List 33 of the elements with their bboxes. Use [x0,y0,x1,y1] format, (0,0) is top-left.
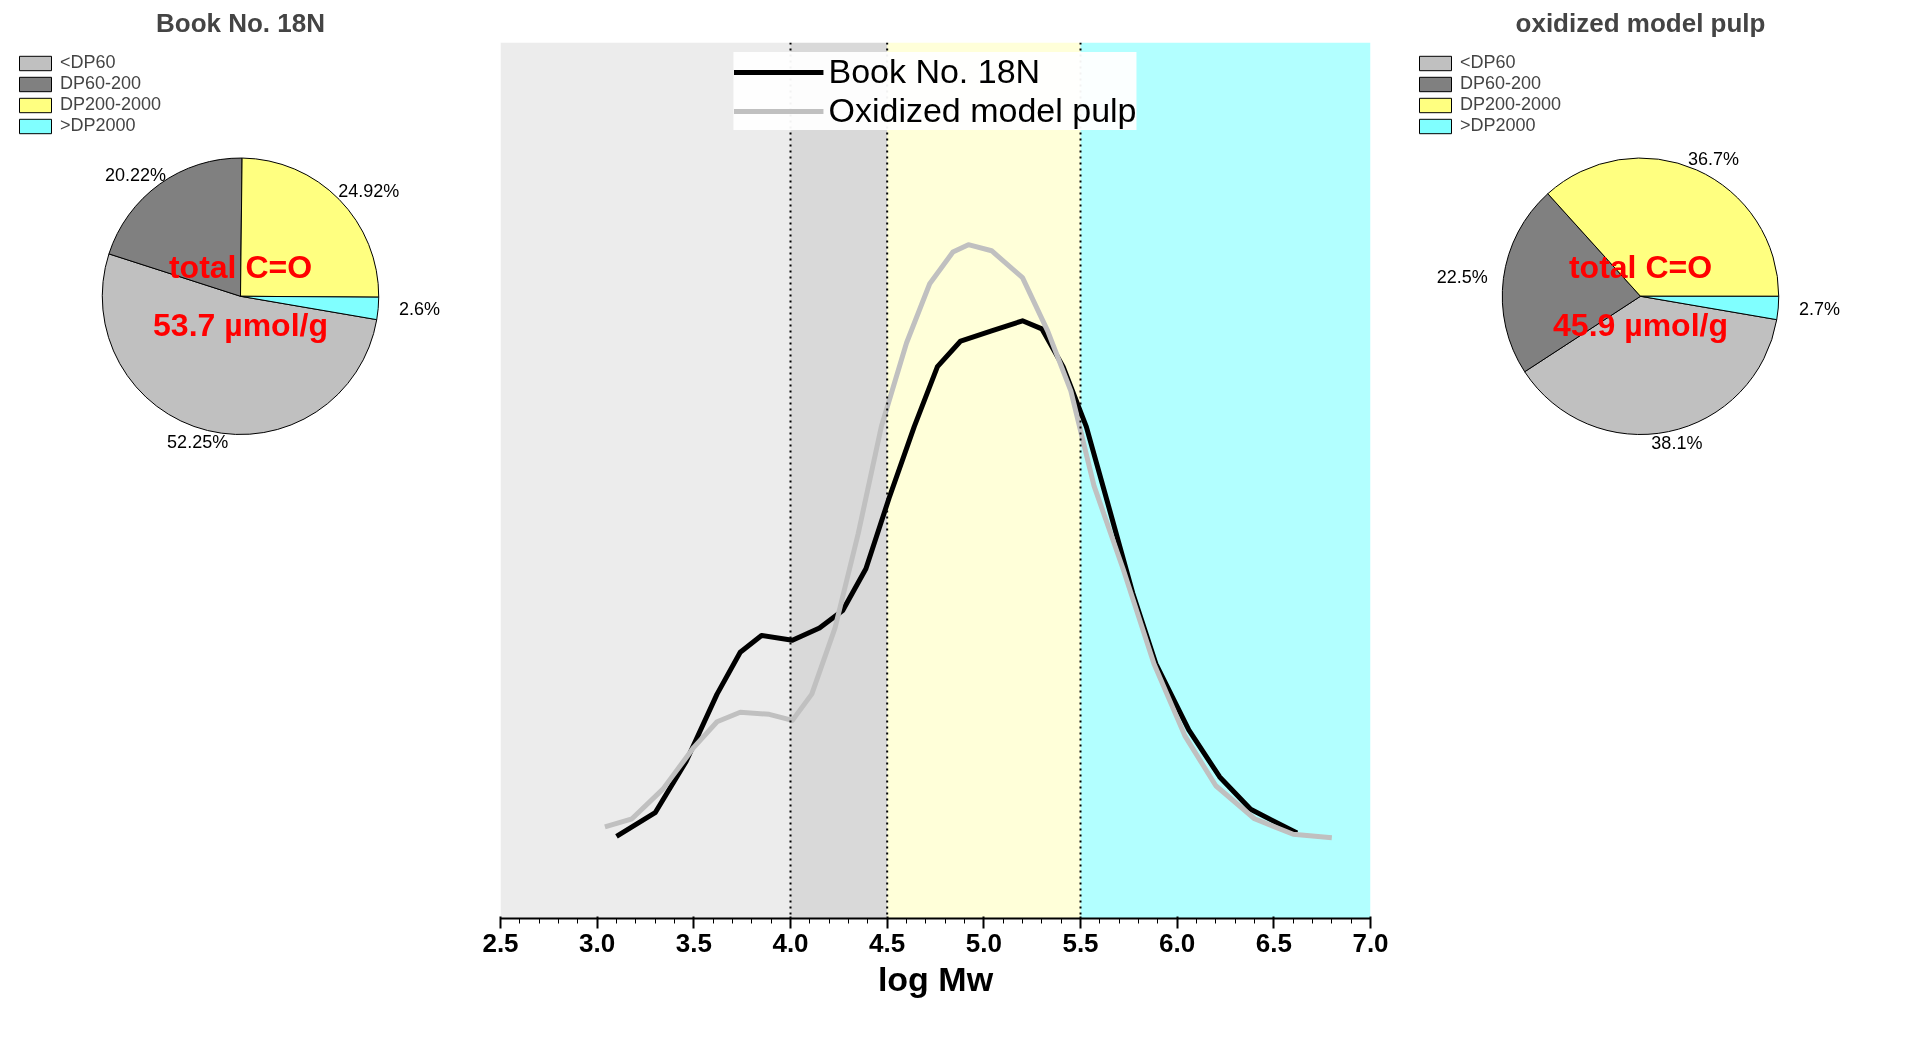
text: 53.7 µmol/g [153,307,328,344]
data-label: 38.1% [1651,433,1703,454]
legend-label: DP60-200 [60,73,142,94]
data-label: 20.22% [105,164,167,185]
text: total C=O [168,249,313,286]
data-label: 2.6% [398,299,441,320]
legend-label: Oxidized model pulp [828,91,1137,130]
data-label: 24.92% [338,181,400,202]
data-label: 36.7% [1687,149,1740,170]
legend-label: DP200-2000 [60,94,162,115]
legend-label: DP60-200 [1460,73,1542,94]
data-label: 22.5% [1436,266,1488,287]
x-tick-label: 4.0 [772,927,809,958]
data-label: 52.25% [167,431,229,452]
x-tick-label: 6.0 [1159,927,1196,958]
x-tick-label: 5.5 [1062,927,1099,958]
x-tick-label: 6.5 [1255,927,1292,958]
chart-title: oxidized model pulp [1515,7,1766,38]
x-tick-label: 5.0 [965,927,1002,958]
legend-label: >DP2000 [1460,115,1536,136]
x-axis-title: log Mw [877,959,994,998]
legend-label: DP200-2000 [1460,94,1562,115]
x-tick-label: 4.5 [869,927,906,958]
legend-label: <DP60 [60,52,116,73]
legend-label: Book No. 18N [828,52,1041,91]
x-tick-label: 2.5 [482,927,519,958]
x-tick-label: 3.0 [579,927,616,958]
x-tick-label: 7.0 [1352,927,1389,958]
legend-label: <DP60 [1460,52,1516,73]
legend-label: >DP2000 [60,115,136,136]
x-tick-label: 3.5 [675,927,712,958]
chart-title: Book No. 18N [155,7,326,38]
data-label: 2.7% [1799,299,1841,320]
